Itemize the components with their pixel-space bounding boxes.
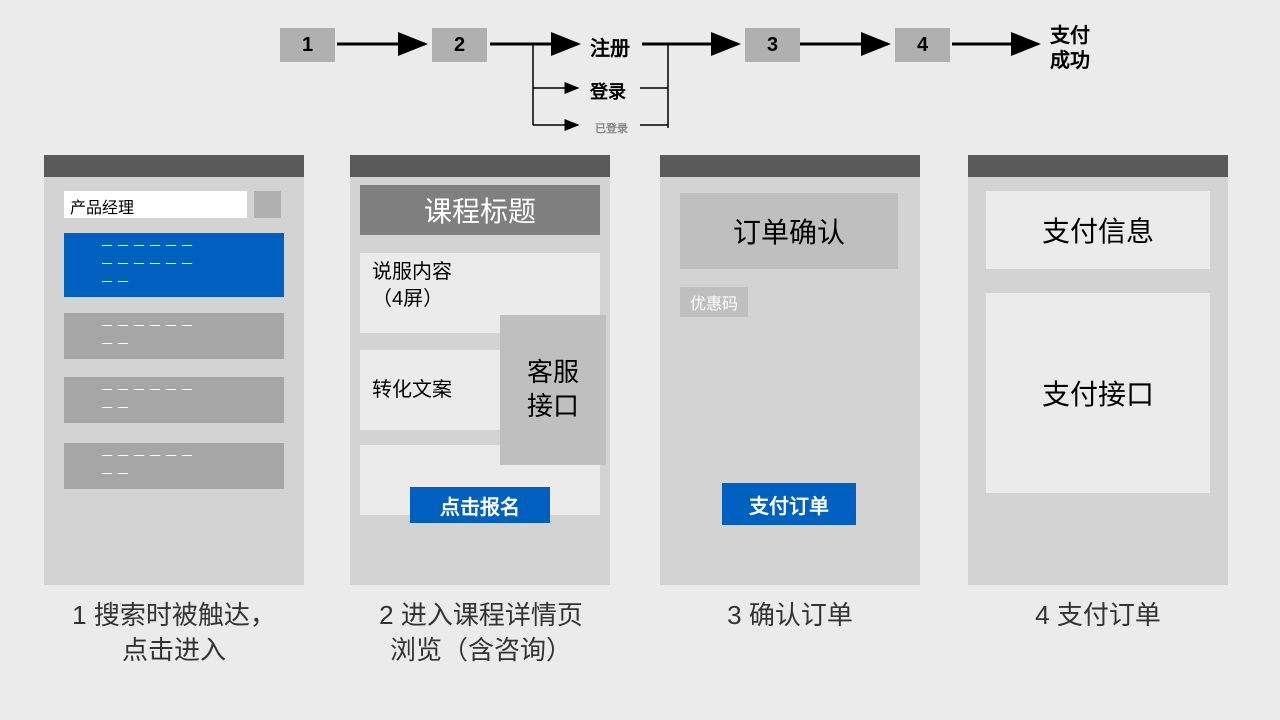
pay-order-button[interactable]: 支付订单 — [722, 483, 856, 525]
signup-button[interactable]: 点击报名 — [410, 487, 550, 523]
mockup-course-detail: 课程标题 说服内容 （4屏） 转化文案 客服 接口 点击报名 — [350, 155, 610, 585]
flow-step-2: 2 — [432, 28, 487, 62]
caption-3: 3 确认订单 — [660, 598, 920, 633]
caption-2: 2 进入课程详情页 浏览（含咨询） — [340, 598, 622, 668]
flow-step-1: 1 — [280, 28, 335, 62]
float-l2: 接口 — [527, 391, 579, 421]
content1-l1: 说服内容 — [372, 261, 452, 283]
caption-4: 4 支付订单 — [968, 598, 1228, 633]
search-result-3[interactable]: －－－－－－ －－ — [64, 377, 284, 423]
payment-api-panel: 支付接口 — [986, 293, 1210, 493]
coupon-tag[interactable]: 优惠码 — [680, 287, 748, 317]
flow-final-l2: 成功 — [1050, 50, 1090, 72]
mockup4-header — [968, 155, 1228, 177]
search-button[interactable] — [254, 191, 281, 218]
flow-final-l1: 支付 — [1050, 25, 1090, 47]
mockup2-header — [350, 155, 610, 177]
customer-service-float[interactable]: 客服 接口 — [500, 315, 606, 465]
search-result-1[interactable]: －－－－－－ －－－－－－ －－ — [64, 233, 284, 297]
mockup1-header — [44, 155, 304, 177]
flow-step-4: 4 — [895, 28, 950, 62]
search-input[interactable]: 产品经理 — [64, 191, 247, 218]
flow-branch-loggedin: 已登录 — [595, 120, 628, 136]
search-result-4[interactable]: －－－－－－ －－ — [64, 443, 284, 489]
caption-1: 1 搜索时被触达， 点击进入 — [44, 598, 304, 668]
flow-branch-login: 登录 — [590, 78, 626, 104]
search-result-2[interactable]: －－－－－－ －－ — [64, 313, 284, 359]
payment-info-panel: 支付信息 — [986, 191, 1210, 269]
flow-final: 支付 成功 — [1050, 24, 1090, 74]
content1-l2: （4屏） — [372, 288, 443, 310]
mockup-search: 产品经理 －－－－－－ －－－－－－ －－ －－－－－－ －－ －－－－－－ －… — [44, 155, 304, 585]
flow-branch-register: 注册 — [590, 32, 630, 61]
order-confirm-panel: 订单确认 — [680, 193, 898, 269]
mockup3-header — [660, 155, 920, 177]
mockup-order-confirm: 订单确认 优惠码 支付订单 — [660, 155, 920, 585]
float-l1: 客服 — [527, 357, 579, 387]
mockup-payment: 支付信息 支付接口 — [968, 155, 1228, 585]
course-title: 课程标题 — [360, 185, 600, 235]
flow-step-3: 3 — [745, 28, 800, 62]
